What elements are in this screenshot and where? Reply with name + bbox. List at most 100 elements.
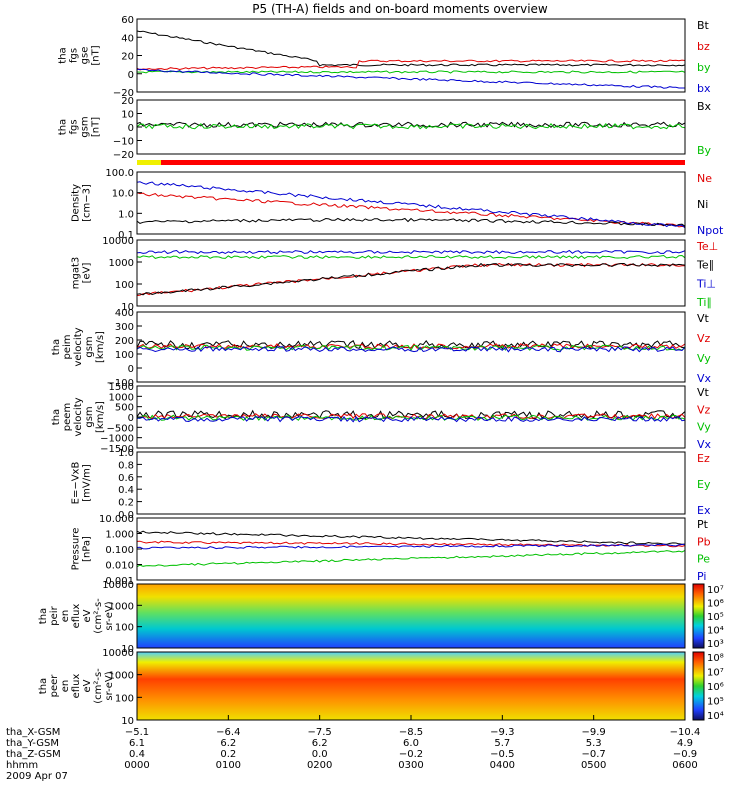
y-tick-label: 100 — [115, 693, 134, 704]
y-tick-label: 500 — [115, 403, 134, 414]
y-axis-label: mgat3[eV] — [71, 257, 93, 290]
y-tick-label: 1000 — [109, 258, 134, 269]
y-tick-label: 0.2 — [118, 498, 134, 509]
legend-Npot: Npot — [697, 224, 724, 237]
y-tick-label: 0 — [128, 70, 134, 81]
plot-frame — [136, 451, 686, 515]
y-tick-label: −10 — [113, 137, 134, 148]
panel-fgs-gse: 60 40 20 0 −20 thafgsgse[nT] Bt bz by bx — [58, 15, 711, 99]
x-tick-label: 6.2 — [312, 738, 328, 749]
y-tick-label: 1000 — [109, 392, 134, 403]
series-pressure-Pt — [136, 530, 686, 545]
x-axis-group: tha_X-GSM −5.1 −6.4 −7.5 −8.5 −9.3 −9.9 −10.4 th… — [6, 715, 700, 782]
date-label: 2009 Apr 07 — [6, 771, 68, 782]
colorbar-label: 10⁷ — [707, 668, 724, 679]
series-temps-Ti⊥ — [136, 249, 686, 255]
legend-Ti∥: Ti∥ — [696, 296, 712, 309]
legend-Vz: Vz — [697, 403, 711, 416]
y-tick-label: 0.6 — [118, 473, 134, 484]
colorbar-label: 10³ — [707, 639, 724, 650]
y-axis-label: E=−VxB[mV/m] — [71, 462, 93, 505]
legend-Vt: Vt — [697, 312, 710, 325]
series-density-Npot — [136, 181, 686, 229]
legend-By: By — [697, 144, 712, 157]
colorbar-peir — [692, 583, 705, 649]
y-tick-label: −1500 — [100, 444, 134, 455]
series-temps-Te∥ — [136, 262, 686, 296]
x-tick-label: 0400 — [490, 760, 515, 771]
y-axis-label: thapeemvelocitygsm[km/s] — [51, 397, 106, 436]
y-tick-label: 60 — [121, 15, 134, 26]
series-peem-vel-Vy — [136, 414, 686, 421]
y-tick-label: 10.0 — [112, 189, 134, 200]
x-tick-label: 5.3 — [586, 738, 602, 749]
x-tick-label: 5.7 — [494, 738, 510, 749]
y-tick-label: 10000 — [102, 580, 134, 591]
legend-Pe: Pe — [697, 553, 710, 566]
y-tick-label: −20 — [113, 88, 134, 99]
x-tick-label: 0600 — [672, 760, 697, 771]
legend-Vt: Vt — [697, 386, 710, 399]
x-tick-label: 6.1 — [129, 738, 145, 749]
status-bar-red — [161, 160, 685, 165]
series-fgs-gse-by — [136, 70, 686, 74]
y-tick-label: 10 — [121, 716, 134, 727]
colorbar-label: 10⁵ — [707, 612, 724, 623]
legend-Bt: Bt — [697, 19, 710, 32]
series-fgs-gse-bz — [136, 59, 686, 71]
y-tick-label: −1000 — [100, 434, 134, 445]
y-axis-label: thapeirenefluxeV(cm²-s-sr-eV) — [38, 598, 115, 634]
x-tick-label: −0.7 — [582, 749, 606, 760]
x-axis-row-label: hhmm — [6, 760, 38, 771]
y-tick-label: 300 — [115, 322, 134, 333]
panel-peer: 10⁸ 10⁷ 10⁶ 10⁵ 10⁴ 10000 1000 100 10 thapeerenef… — [38, 648, 724, 727]
y-axis-label: thafgsgse[nT] — [58, 45, 102, 65]
plot-frame — [136, 311, 686, 383]
y-axis-label: thapeerenefluxeV(cm²-s-sr-eV) — [38, 668, 115, 704]
y-tick-label: 1000 — [109, 671, 134, 682]
y-tick-label: 0 — [128, 123, 134, 134]
x-tick-label: −8.5 — [399, 727, 423, 738]
y-tick-label: 0.1 — [118, 230, 134, 241]
y-tick-label: 10000 — [102, 236, 134, 247]
x-tick-label: 0300 — [398, 760, 423, 771]
x-tick-label: −7.5 — [308, 727, 332, 738]
legend-by: by — [697, 61, 711, 74]
x-tick-label: 0.0 — [312, 749, 328, 760]
y-axis-label: thapeimvelocitygsm[km/s] — [51, 327, 106, 366]
panel-peim-vel: 400 300 200 100 0 −100 thapeimvelocitygsm[km/s… — [51, 308, 712, 389]
colorbar-label: 10⁵ — [707, 697, 724, 708]
colorbar-peer — [692, 651, 705, 721]
plot-frame — [136, 583, 686, 649]
legend-Ey: Ey — [697, 478, 711, 491]
x-axis-row-label: tha_Z-GSM — [6, 749, 61, 760]
plot-frame — [136, 171, 686, 235]
spectrogram-peer — [137, 652, 685, 720]
y-tick-label: 0.8 — [118, 460, 134, 471]
legend-Bx: Bx — [697, 100, 712, 113]
x-tick-label: −5.1 — [125, 727, 149, 738]
y-tick-label: 1000 — [109, 601, 134, 612]
x-axis-row-label: tha_Y-GSM — [6, 738, 59, 749]
y-axis-label: Density[cm−3] — [71, 184, 93, 222]
colorbar-label: 10⁶ — [707, 599, 724, 610]
y-tick-label: 100 — [115, 280, 134, 291]
legend-Vy: Vy — [697, 352, 711, 365]
y-tick-label: 40 — [121, 33, 134, 44]
legend-Pt: Pt — [697, 518, 709, 531]
y-tick-label: 20 — [121, 52, 134, 63]
panels-group: 6040200−20thafgsgse[nT]Btbzbybx20100−10−… — [38, 15, 724, 727]
y-tick-label: −500 — [107, 423, 134, 434]
series-temps-Te⊥ — [136, 262, 685, 297]
legend-Ni: Ni — [697, 198, 708, 211]
x-tick-label: 0.4 — [129, 749, 145, 760]
x-tick-label: 6.0 — [403, 738, 419, 749]
x-tick-label: 0100 — [216, 760, 241, 771]
plot-frame — [136, 18, 686, 93]
x-tick-label: 4.9 — [677, 738, 693, 749]
series-fgs-gse-bx — [136, 68, 685, 89]
y-tick-label: 1.0 — [118, 209, 134, 220]
series-peem-vel-Vx — [136, 415, 686, 423]
y-tick-label: 100 — [115, 350, 134, 361]
y-tick-label: 100.0 — [105, 168, 134, 179]
